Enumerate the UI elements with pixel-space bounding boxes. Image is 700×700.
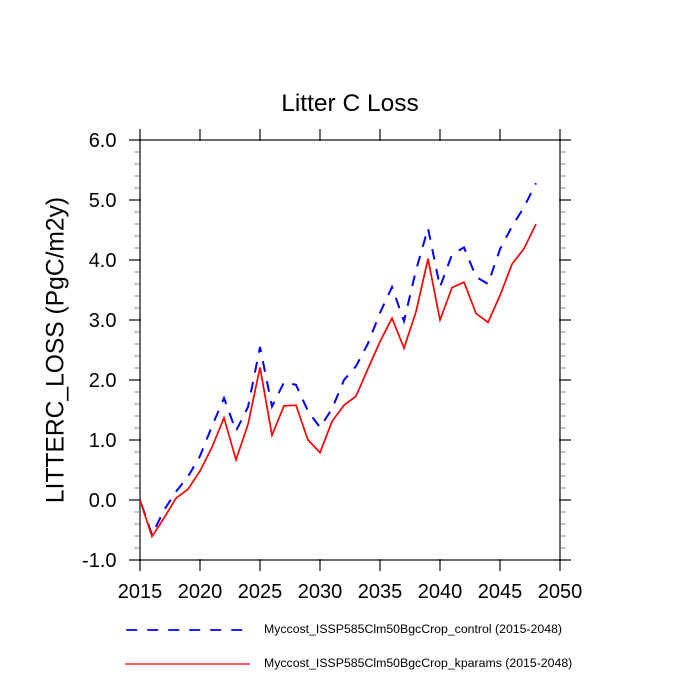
svg-text:0.0: 0.0 [89,490,117,512]
svg-text:-1.0: -1.0 [82,550,116,572]
svg-text:6.0: 6.0 [89,130,117,152]
svg-text:2035: 2035 [358,581,403,603]
svg-text:Myccost_ISSP585Clm50BgcCrop_kp: Myccost_ISSP585Clm50BgcCrop_kparams (201… [264,656,572,670]
svg-text:4.0: 4.0 [89,250,117,272]
svg-text:2030: 2030 [298,581,343,603]
svg-text:3.0: 3.0 [89,310,117,332]
svg-text:2050: 2050 [538,581,583,603]
svg-text:5.0: 5.0 [89,190,117,212]
svg-text:2.0: 2.0 [89,370,117,392]
svg-text:2025: 2025 [238,581,283,603]
svg-text:Myccost_ISSP585Clm50BgcCrop_co: Myccost_ISSP585Clm50BgcCrop_control (201… [264,622,562,636]
svg-text:2045: 2045 [478,581,523,603]
svg-text:2020: 2020 [178,581,223,603]
svg-text:2015: 2015 [118,581,163,603]
svg-text:2040: 2040 [418,581,463,603]
svg-text:LITTERC_LOSS (PgC/m2y): LITTERC_LOSS (PgC/m2y) [43,197,70,503]
svg-text:Litter C Loss: Litter C Loss [281,90,419,117]
svg-text:1.0: 1.0 [89,430,117,452]
